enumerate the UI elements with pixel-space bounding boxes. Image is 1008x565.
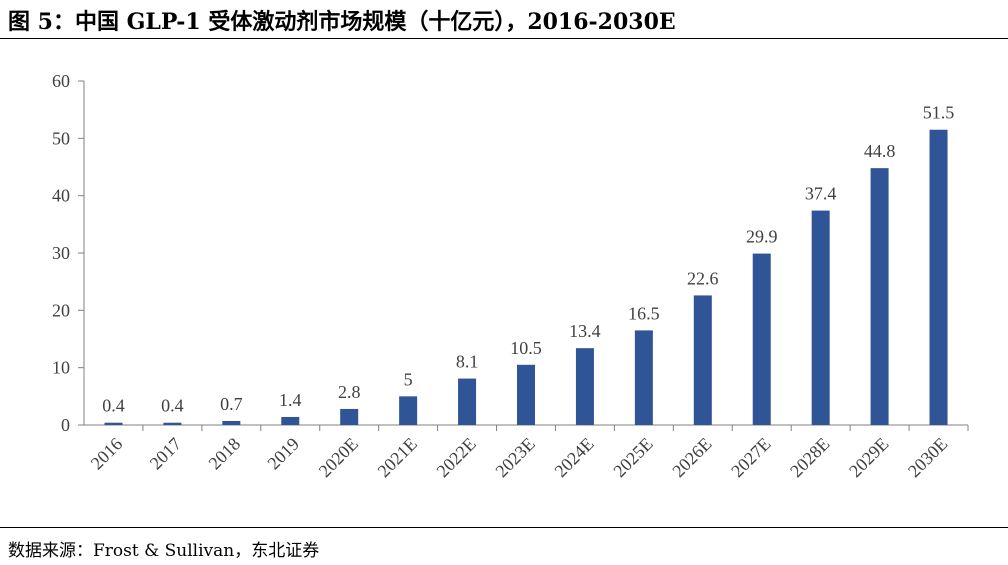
- x-tick-label: 2028E: [786, 434, 833, 481]
- bar-2029E: [870, 168, 889, 425]
- bar-2017: [163, 422, 182, 425]
- bar-2030E: [929, 129, 948, 425]
- y-tick-label: 0: [61, 415, 70, 435]
- data-label-2021E: 5: [404, 369, 413, 389]
- bar-2020E: [340, 408, 359, 425]
- x-tick-label: 2021E: [374, 434, 421, 481]
- data-label-2016: 0.4: [102, 396, 125, 416]
- y-tick-label: 60: [52, 71, 70, 91]
- data-label-2022E: 8.1: [456, 352, 479, 372]
- data-label-2025E: 16.5: [628, 303, 660, 323]
- data-label-2018: 0.7: [220, 394, 243, 414]
- data-label-2026E: 22.6: [687, 268, 719, 288]
- x-tick-label: 2026E: [668, 434, 715, 481]
- data-label-2027E: 29.9: [746, 227, 778, 247]
- x-tick-label: 2020E: [315, 434, 362, 481]
- bar-2019: [281, 416, 300, 425]
- x-tick-label: 2024E: [550, 434, 597, 481]
- y-tick-label: 50: [52, 128, 70, 148]
- figure-title: 图 5：中国 GLP-1 受体激动剂市场规模（十亿元），2016-2030E: [8, 9, 676, 35]
- data-label-2020E: 2.8: [338, 382, 361, 402]
- bar-2026E: [693, 295, 712, 425]
- bar-2023E: [517, 364, 535, 425]
- bar-2022E: [458, 378, 477, 425]
- bar-2021E: [399, 396, 418, 425]
- x-tick-label: 2029E: [845, 434, 892, 481]
- data-label-2024E: 13.4: [569, 321, 601, 341]
- data-labels: 0.4 0.4 0.7 1.4 2.8 5 8.1 10.5 13.4 16.5 22.6 29.9 3…: [102, 103, 954, 416]
- bar-2025E: [634, 330, 653, 425]
- x-tick-label: 2016: [87, 434, 127, 474]
- y-tick-label: 10: [52, 358, 70, 378]
- bar-2016: [104, 422, 123, 425]
- source-divider: [0, 527, 1008, 528]
- bar-chart: 0 10 20 30 40 50 60 2016 2017 2018 2019 2020E 2021E…: [52, 71, 969, 481]
- x-tick-label: 2023E: [491, 434, 538, 481]
- x-tick-label: 2022E: [433, 434, 480, 481]
- source-note: 数据来源：Frost & Sullivan，东北证券: [8, 541, 320, 561]
- data-label-2028E: 37.4: [805, 184, 837, 204]
- x-tick-label: 2030E: [904, 434, 951, 481]
- y-tick-label: 30: [52, 243, 70, 263]
- y-tick-label: 20: [52, 300, 70, 320]
- bar-2018: [222, 420, 241, 425]
- y-axis: 0 10 20 30 40 50 60: [52, 71, 85, 435]
- bar-2027E: [752, 253, 771, 425]
- y-tick-label: 40: [52, 186, 70, 206]
- x-axis: 2016 2017 2018 2019 2020E 2021E 2022E 2023E 2024…: [84, 424, 969, 481]
- x-tick-label: 2025E: [609, 434, 656, 481]
- data-label-2023E: 10.5: [510, 338, 542, 358]
- bar-2024E: [575, 348, 594, 425]
- x-tick-label: 2027E: [727, 434, 774, 481]
- data-label-2029E: 44.8: [864, 141, 896, 161]
- data-label-2017: 0.4: [161, 396, 184, 416]
- data-label-2019: 1.4: [279, 390, 302, 410]
- bars: [104, 129, 948, 425]
- x-tick-label: 2019: [263, 434, 303, 474]
- x-tick-label: 2017: [146, 434, 186, 474]
- data-label-2030E: 51.5: [923, 103, 955, 123]
- title-divider: [0, 38, 1008, 39]
- bar-2028E: [811, 210, 830, 425]
- x-tick-label: 2018: [205, 434, 245, 474]
